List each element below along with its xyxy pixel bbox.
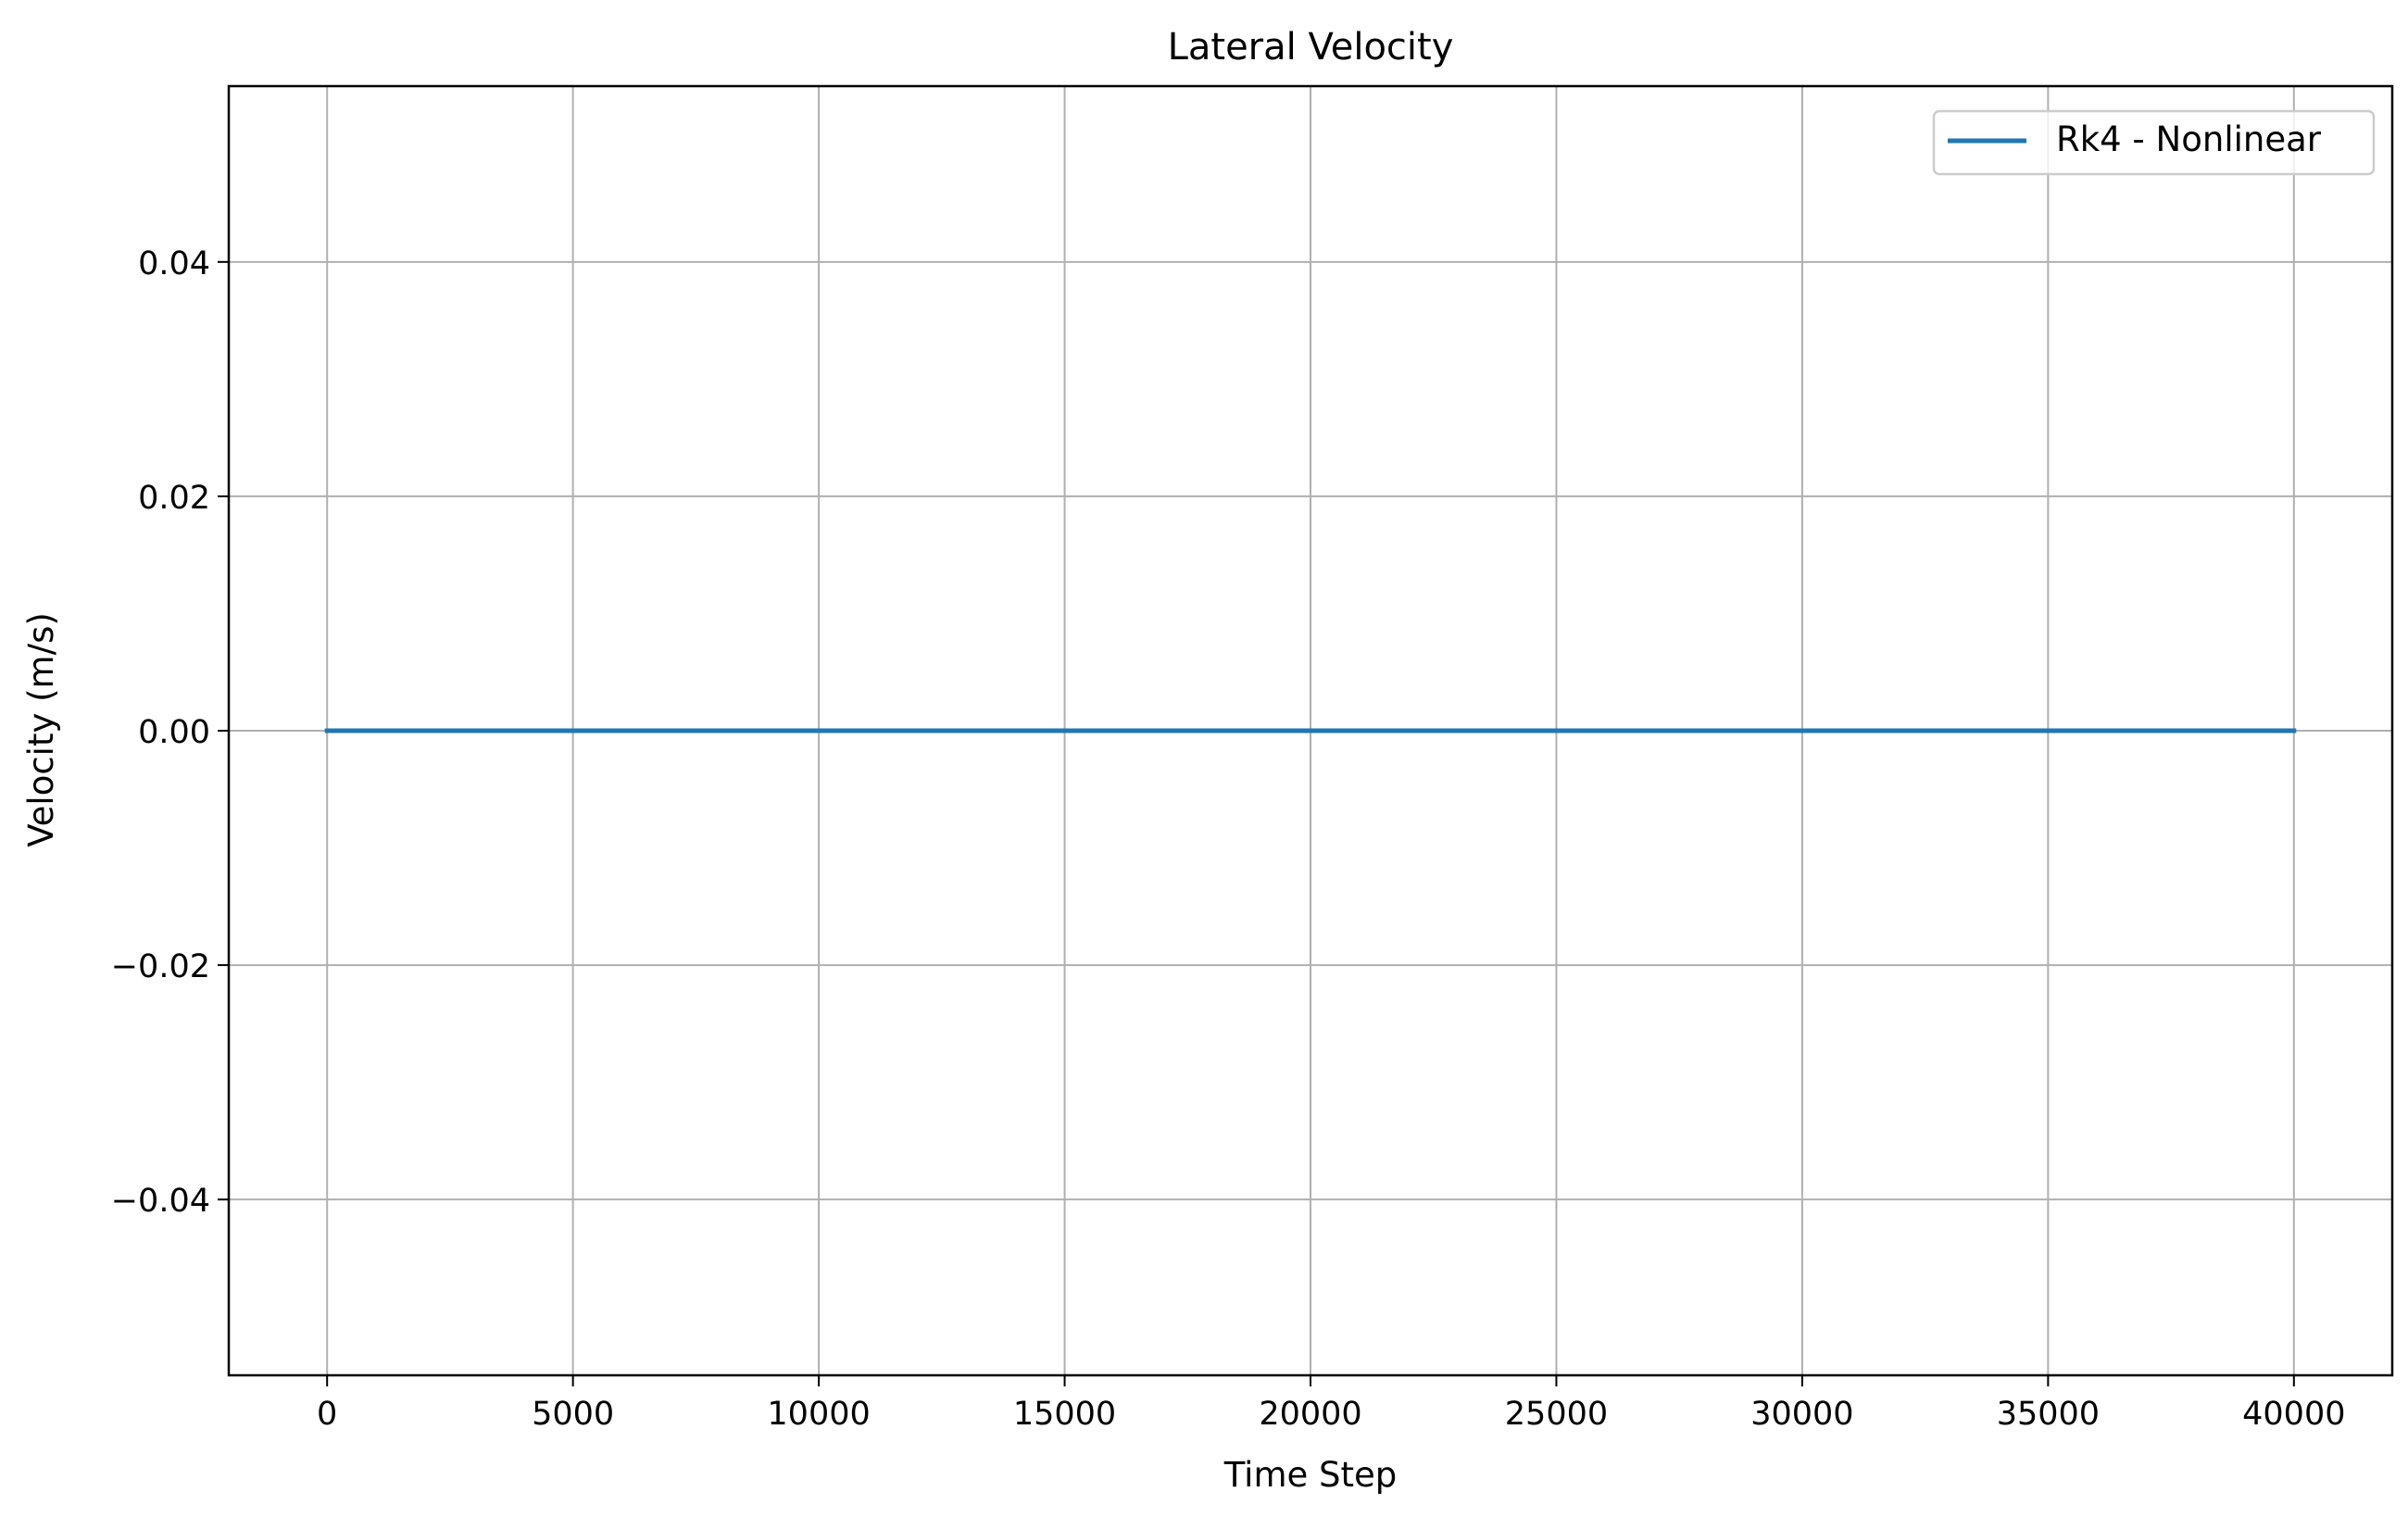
- y-tick-label: 0.00: [138, 714, 210, 751]
- x-tick-label: 40000: [2242, 1396, 2345, 1433]
- legend-label: Rk4 - Nonlinear: [2056, 119, 2322, 159]
- x-tick-label: 25000: [1505, 1396, 1608, 1433]
- y-tick-label: 0.04: [138, 245, 210, 282]
- x-tick-label: 20000: [1259, 1396, 1361, 1433]
- ticks: 0 5000 10000 15000 20000 25000 30000 35000 40000…: [111, 245, 2346, 1433]
- legend: Rk4 - Nonlinear: [1932, 109, 2376, 176]
- x-tick-label: 5000: [532, 1396, 614, 1433]
- x-tick-label: 0: [317, 1396, 337, 1433]
- legend-box: [1932, 109, 2376, 176]
- x-tick-label: 35000: [1997, 1396, 2100, 1433]
- chart-title: Lateral Velocity: [1168, 26, 1454, 69]
- y-tick-label: −0.04: [111, 1183, 210, 1220]
- x-axis-label: Time Step: [1223, 1455, 1398, 1495]
- x-tick-label: 15000: [1013, 1396, 1116, 1433]
- x-tick-label: 10000: [767, 1396, 870, 1433]
- y-tick-label: 0.02: [138, 480, 210, 517]
- y-tick-label: −0.02: [111, 948, 210, 985]
- x-tick-label: 30000: [1750, 1396, 1853, 1433]
- y-axis-label: Velocity (m/s): [21, 612, 61, 847]
